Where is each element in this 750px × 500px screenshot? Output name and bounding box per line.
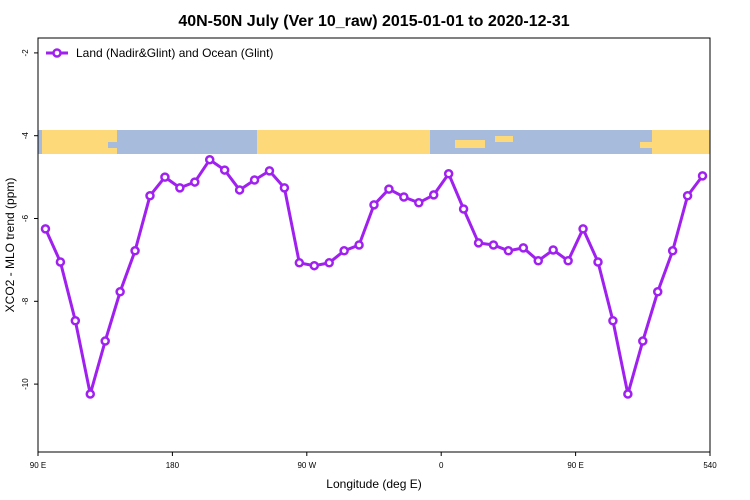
- data-point: [249, 175, 260, 185]
- data-point: [578, 224, 588, 234]
- data-point: [608, 316, 618, 326]
- data-point: [652, 287, 663, 297]
- x-tick-label: 540: [703, 461, 717, 470]
- data-point: [473, 238, 484, 248]
- legend-label: Land (Nadir&Glint) and Ocean (Glint): [76, 46, 273, 60]
- x-tick-label: 90 E: [30, 461, 46, 470]
- data-point: [85, 389, 96, 399]
- x-tick-label: 180: [166, 461, 180, 470]
- data-point: [190, 177, 200, 187]
- data-point: [667, 246, 678, 256]
- data-point: [428, 190, 439, 200]
- y-tick-label: -6: [21, 214, 30, 222]
- data-point: [339, 246, 349, 256]
- data-point: [160, 172, 170, 182]
- data-point: [638, 336, 648, 346]
- chart-title: 40N-50N July (Ver 10_raw) 2015-01-01 to …: [178, 13, 569, 30]
- data-point: [175, 183, 185, 193]
- data-point: [279, 183, 290, 193]
- y-tick-label: -4: [21, 132, 30, 140]
- data-point: [55, 257, 66, 267]
- x-axis-label: Longitude (deg E): [326, 477, 421, 491]
- data-point: [40, 224, 51, 234]
- data-point: [503, 246, 514, 256]
- map-strip: [38, 130, 710, 154]
- data-point: [533, 255, 544, 266]
- data-point: [100, 336, 110, 346]
- data-point: [414, 198, 424, 208]
- y-tick-label: -8: [21, 297, 30, 305]
- data-point: [443, 169, 454, 179]
- data-point: [115, 287, 125, 297]
- plot-frame: [37, 37, 711, 453]
- data-point: [369, 200, 379, 210]
- data-point: [399, 192, 409, 202]
- data-point: [234, 185, 245, 195]
- data-point: [458, 204, 469, 214]
- data-point: [204, 154, 215, 165]
- data-point: [488, 240, 499, 250]
- data-point: [354, 240, 364, 250]
- data-point: [219, 165, 230, 175]
- data-point: [145, 190, 155, 201]
- data-point: [264, 166, 275, 176]
- y-tick-label: -10: [21, 378, 30, 390]
- y-axis-label: XCO2 - MLO trend (ppm): [3, 178, 17, 313]
- data-point: [563, 255, 573, 266]
- data-point: [309, 260, 320, 271]
- data-point: [682, 190, 693, 201]
- data-point: [548, 245, 558, 255]
- x-tick-label: 0: [439, 461, 444, 470]
- y-tick-label: -2: [21, 49, 30, 57]
- data-point: [518, 243, 529, 253]
- data-point: [697, 171, 708, 181]
- legend-marker: [52, 48, 62, 58]
- x-tick-label: 90 W: [297, 461, 316, 470]
- data-point: [593, 257, 603, 267]
- data-point: [130, 246, 140, 256]
- series-line: [44, 157, 704, 395]
- data-point: [324, 258, 334, 268]
- data-point: [294, 258, 305, 268]
- data-point: [623, 389, 633, 399]
- x-tick-label: 90 E: [567, 461, 583, 470]
- data-point: [70, 316, 81, 326]
- data-point: [384, 184, 394, 194]
